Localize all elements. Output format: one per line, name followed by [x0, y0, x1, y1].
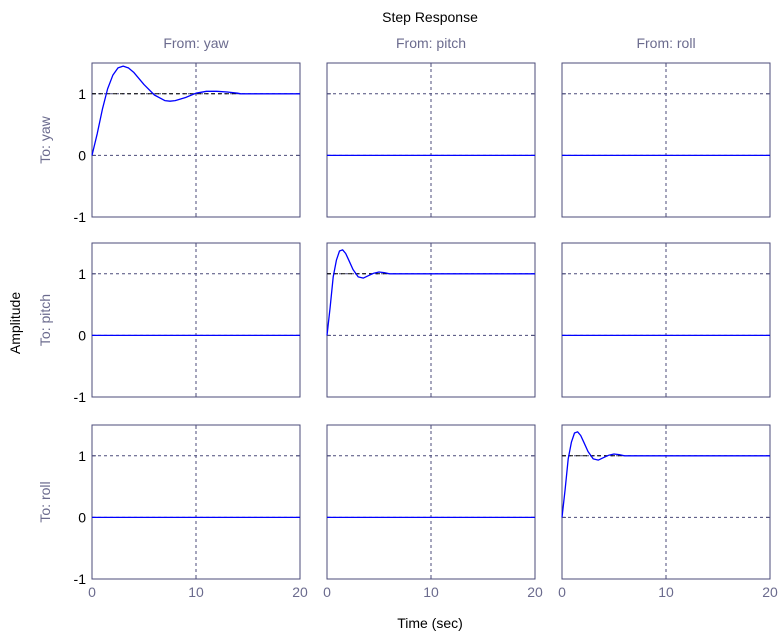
y-tick-label: 1 — [78, 86, 86, 102]
step-response-curve — [561, 431, 770, 518]
subplot-panel: 0 10 20 — [558, 424, 778, 600]
input-label: From: yaw — [163, 35, 229, 51]
x-tick-label: 0 — [558, 584, 566, 600]
step-response-curve — [326, 249, 535, 336]
output-label: To: yaw — [37, 115, 53, 163]
y-tick-label: -1 — [74, 209, 87, 225]
x-axis-label: Time (sec) — [397, 615, 463, 631]
y-axis-label: Amplitude — [7, 292, 23, 354]
y-tick-label: -1 — [74, 571, 87, 587]
y-tick-label: 0 — [78, 327, 86, 343]
x-tick-label: 20 — [292, 584, 308, 600]
x-tick-label: 0 — [88, 584, 96, 600]
output-label: To: pitch — [37, 294, 53, 346]
step-response-curve — [91, 65, 300, 156]
y-tick-label: 0 — [78, 509, 86, 525]
x-tick-label: 0 — [323, 584, 331, 600]
x-tick-label: 20 — [762, 584, 778, 600]
y-tick-label: -1 — [74, 389, 87, 405]
x-tick-label: 10 — [658, 584, 674, 600]
input-label: From: roll — [636, 35, 695, 51]
output-label: To: roll — [37, 481, 53, 522]
input-label: From: pitch — [396, 35, 466, 51]
chart-title: Step Response — [382, 9, 478, 25]
y-tick-label: 0 — [78, 147, 86, 163]
y-tick-label: 1 — [78, 448, 86, 464]
x-tick-label: 10 — [423, 584, 439, 600]
y-tick-label: 1 — [78, 266, 86, 282]
subplot-grid: From: yaw From: pitch From: roll To: yaw To:… — [37, 35, 778, 600]
x-tick-label: 20 — [527, 584, 543, 600]
x-tick-label: 10 — [188, 584, 204, 600]
